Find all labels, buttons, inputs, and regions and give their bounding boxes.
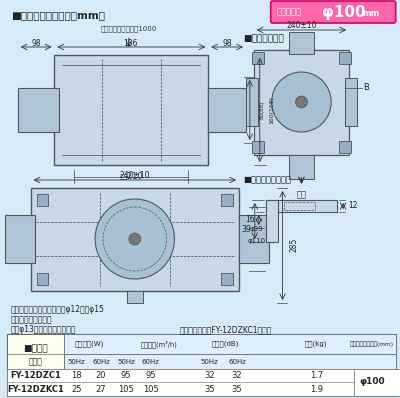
Text: 98: 98 [31, 39, 41, 47]
Text: 27: 27 [96, 384, 106, 394]
Text: 32: 32 [204, 371, 214, 380]
Bar [284, 202, 315, 210]
Text: 消費電力(W): 消費電力(W) [74, 341, 104, 347]
Text: 12: 12 [348, 201, 358, 211]
Bar [266, 200, 337, 212]
Text: mm: mm [362, 10, 379, 18]
Text: 60Hz: 60Hz [142, 359, 160, 365]
Bar [345, 78, 357, 126]
Text: 品　番: 品 番 [29, 357, 42, 367]
Bar [64, 354, 396, 369]
Text: 105: 105 [143, 384, 158, 394]
Bar [7, 369, 396, 383]
Bar [5, 215, 35, 263]
Circle shape [272, 72, 331, 132]
Bar [246, 78, 258, 126]
Text: φ100: φ100 [359, 377, 385, 386]
Text: 80(88): 80(88) [259, 101, 264, 119]
Text: FY-12DZC1: FY-12DZC1 [10, 371, 61, 380]
Text: 39: 39 [241, 226, 251, 234]
Text: （　）内寸法はFY-12DZKC1です。: （ ）内寸法はFY-12DZKC1です。 [180, 325, 272, 334]
Text: ■外形寸法図（単位：mm）: ■外形寸法図（単位：mm） [11, 10, 105, 20]
Text: 105: 105 [118, 384, 134, 394]
Text: ■吹き金具位置: ■吹き金具位置 [243, 34, 284, 43]
Bar [266, 200, 278, 242]
Text: 32: 32 [232, 371, 242, 380]
Text: B: B [363, 84, 369, 92]
Text: 98: 98 [222, 39, 232, 47]
Bar [31, 188, 239, 291]
Text: 95: 95 [121, 371, 131, 380]
Bar [54, 55, 208, 165]
Text: 50Hz: 50Hz [117, 359, 135, 365]
Text: 160(168): 160(168) [269, 96, 274, 124]
Bar [7, 334, 396, 396]
Bar [288, 32, 314, 54]
Text: 適用パイプ: 適用パイプ [277, 8, 302, 16]
Bar [254, 50, 349, 155]
Text: 35: 35 [232, 384, 242, 394]
Text: 騒　音(dB): 騒 音(dB) [211, 341, 239, 347]
Text: 換気風量(m³/h): 換気風量(m³/h) [140, 340, 177, 348]
Bar [339, 141, 351, 153]
Text: 95: 95 [146, 371, 156, 380]
Bar [18, 88, 60, 132]
Circle shape [95, 199, 174, 279]
Text: 60Hz: 60Hz [228, 359, 246, 365]
Bar [354, 369, 400, 396]
FancyBboxPatch shape [271, 1, 396, 23]
Circle shape [296, 96, 307, 108]
Bar [64, 334, 396, 354]
Text: 1.7: 1.7 [310, 371, 323, 380]
Text: 50Hz: 50Hz [200, 359, 218, 365]
Text: 60Hz: 60Hz [92, 359, 110, 365]
Text: 240±10: 240±10 [120, 170, 150, 179]
Text: 1.9: 1.9 [310, 384, 323, 394]
Bar [36, 273, 48, 285]
Text: 電源コード有効長絉1000: 電源コード有効長絉1000 [101, 26, 157, 32]
Bar [36, 194, 48, 206]
Text: φ100: φ100 [322, 4, 366, 20]
Text: FY-12DZKC1: FY-12DZKC1 [7, 384, 64, 394]
Bar [208, 88, 246, 132]
Bar [252, 141, 264, 153]
Text: □210: □210 [119, 172, 143, 181]
Bar [127, 291, 143, 303]
Bar [221, 194, 233, 206]
Text: 16: 16 [245, 215, 255, 224]
Text: ■吹き金具穴詳細図: ■吹き金具穴詳細図 [243, 175, 291, 184]
Text: ■特性表: ■特性表 [23, 345, 48, 353]
Circle shape [129, 233, 141, 245]
Text: 20: 20 [96, 371, 106, 380]
Text: 186: 186 [124, 39, 138, 47]
Text: 質量(kg): 質量(kg) [305, 341, 328, 347]
Bar [7, 382, 396, 396]
Bar [339, 52, 351, 64]
FancyBboxPatch shape [64, 67, 198, 153]
Bar [221, 273, 233, 285]
Bar [239, 215, 269, 263]
Text: 適用ドレンパイプ種：内径φ12又はφ15: 適用ドレンパイプ種：内径φ12又はφ15 [11, 305, 105, 314]
Text: 軟質堡化ビニール管: 軟質堡化ビニール管 [11, 315, 52, 324]
Text: 25: 25 [71, 384, 82, 394]
Text: 適用パイプ呼び径(mm): 適用パイプ呼び径(mm) [350, 341, 394, 347]
Text: 35: 35 [204, 384, 214, 394]
Bar [252, 52, 264, 64]
Text: 240±10: 240±10 [286, 21, 317, 29]
Text: 18: 18 [71, 371, 82, 380]
Text: 内径φ13硬質堡化ビニール管: 内径φ13硬質堡化ビニール管 [11, 325, 76, 334]
Text: 風向: 風向 [296, 191, 306, 199]
Text: φ110: φ110 [248, 238, 266, 244]
Bar [7, 334, 64, 396]
Bar [288, 155, 314, 179]
Text: φ99: φ99 [250, 226, 264, 232]
Text: 50Hz: 50Hz [67, 359, 85, 365]
Text: 285: 285 [290, 238, 299, 252]
